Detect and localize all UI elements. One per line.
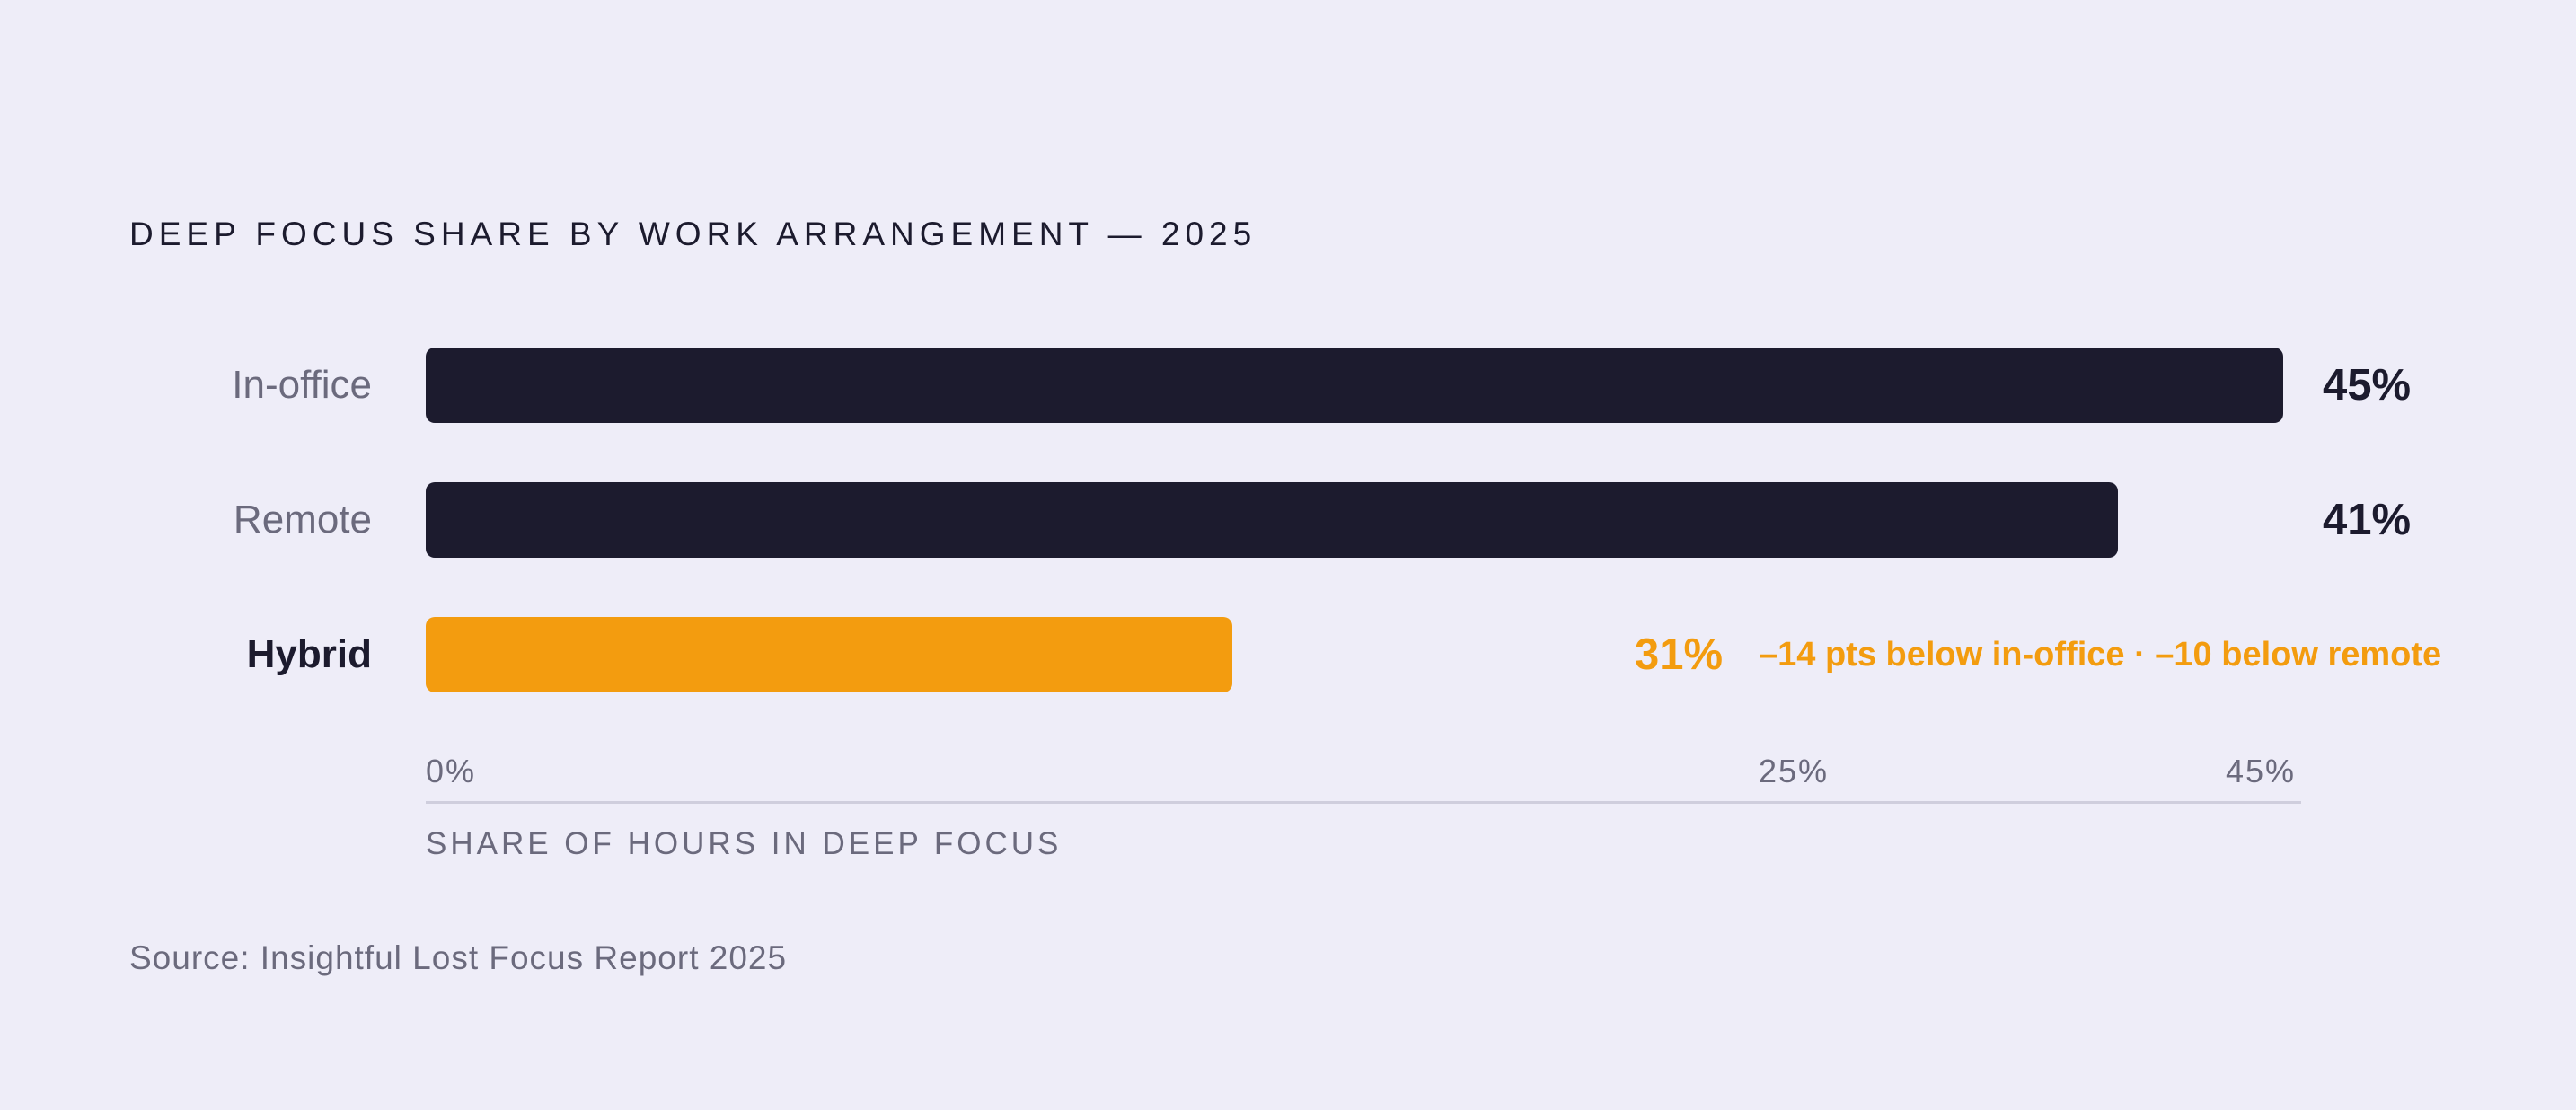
bar-in-office (426, 348, 2283, 423)
chart-title: DEEP FOCUS SHARE BY WORK ARRANGEMENT — 2… (129, 216, 1257, 252)
x-tick-label: 25% (1759, 753, 1830, 789)
category-label-hybrid: Hybrid (246, 632, 372, 676)
category-label-remote: Remote (233, 498, 372, 542)
value-label-in-office: 45% (2323, 361, 2412, 410)
x-tick-label: 0% (426, 753, 477, 789)
x-tick-label: 45% (2226, 753, 2297, 789)
category-label-in-office: In-office (232, 363, 372, 407)
source-note: Source: Insightful Lost Focus Report 202… (129, 939, 788, 976)
value-label-remote: 41% (2323, 496, 2412, 544)
x-axis-label: SHARE OF HOURS IN DEEP FOCUS (426, 826, 1063, 861)
x-axis-line (426, 801, 2301, 804)
highlight-annotation: –14 pts below in-office · –10 below remo… (1759, 636, 2442, 674)
bar-hybrid (426, 617, 1232, 692)
value-label-hybrid: 31% (1635, 630, 1724, 679)
bar-remote (426, 482, 2119, 558)
